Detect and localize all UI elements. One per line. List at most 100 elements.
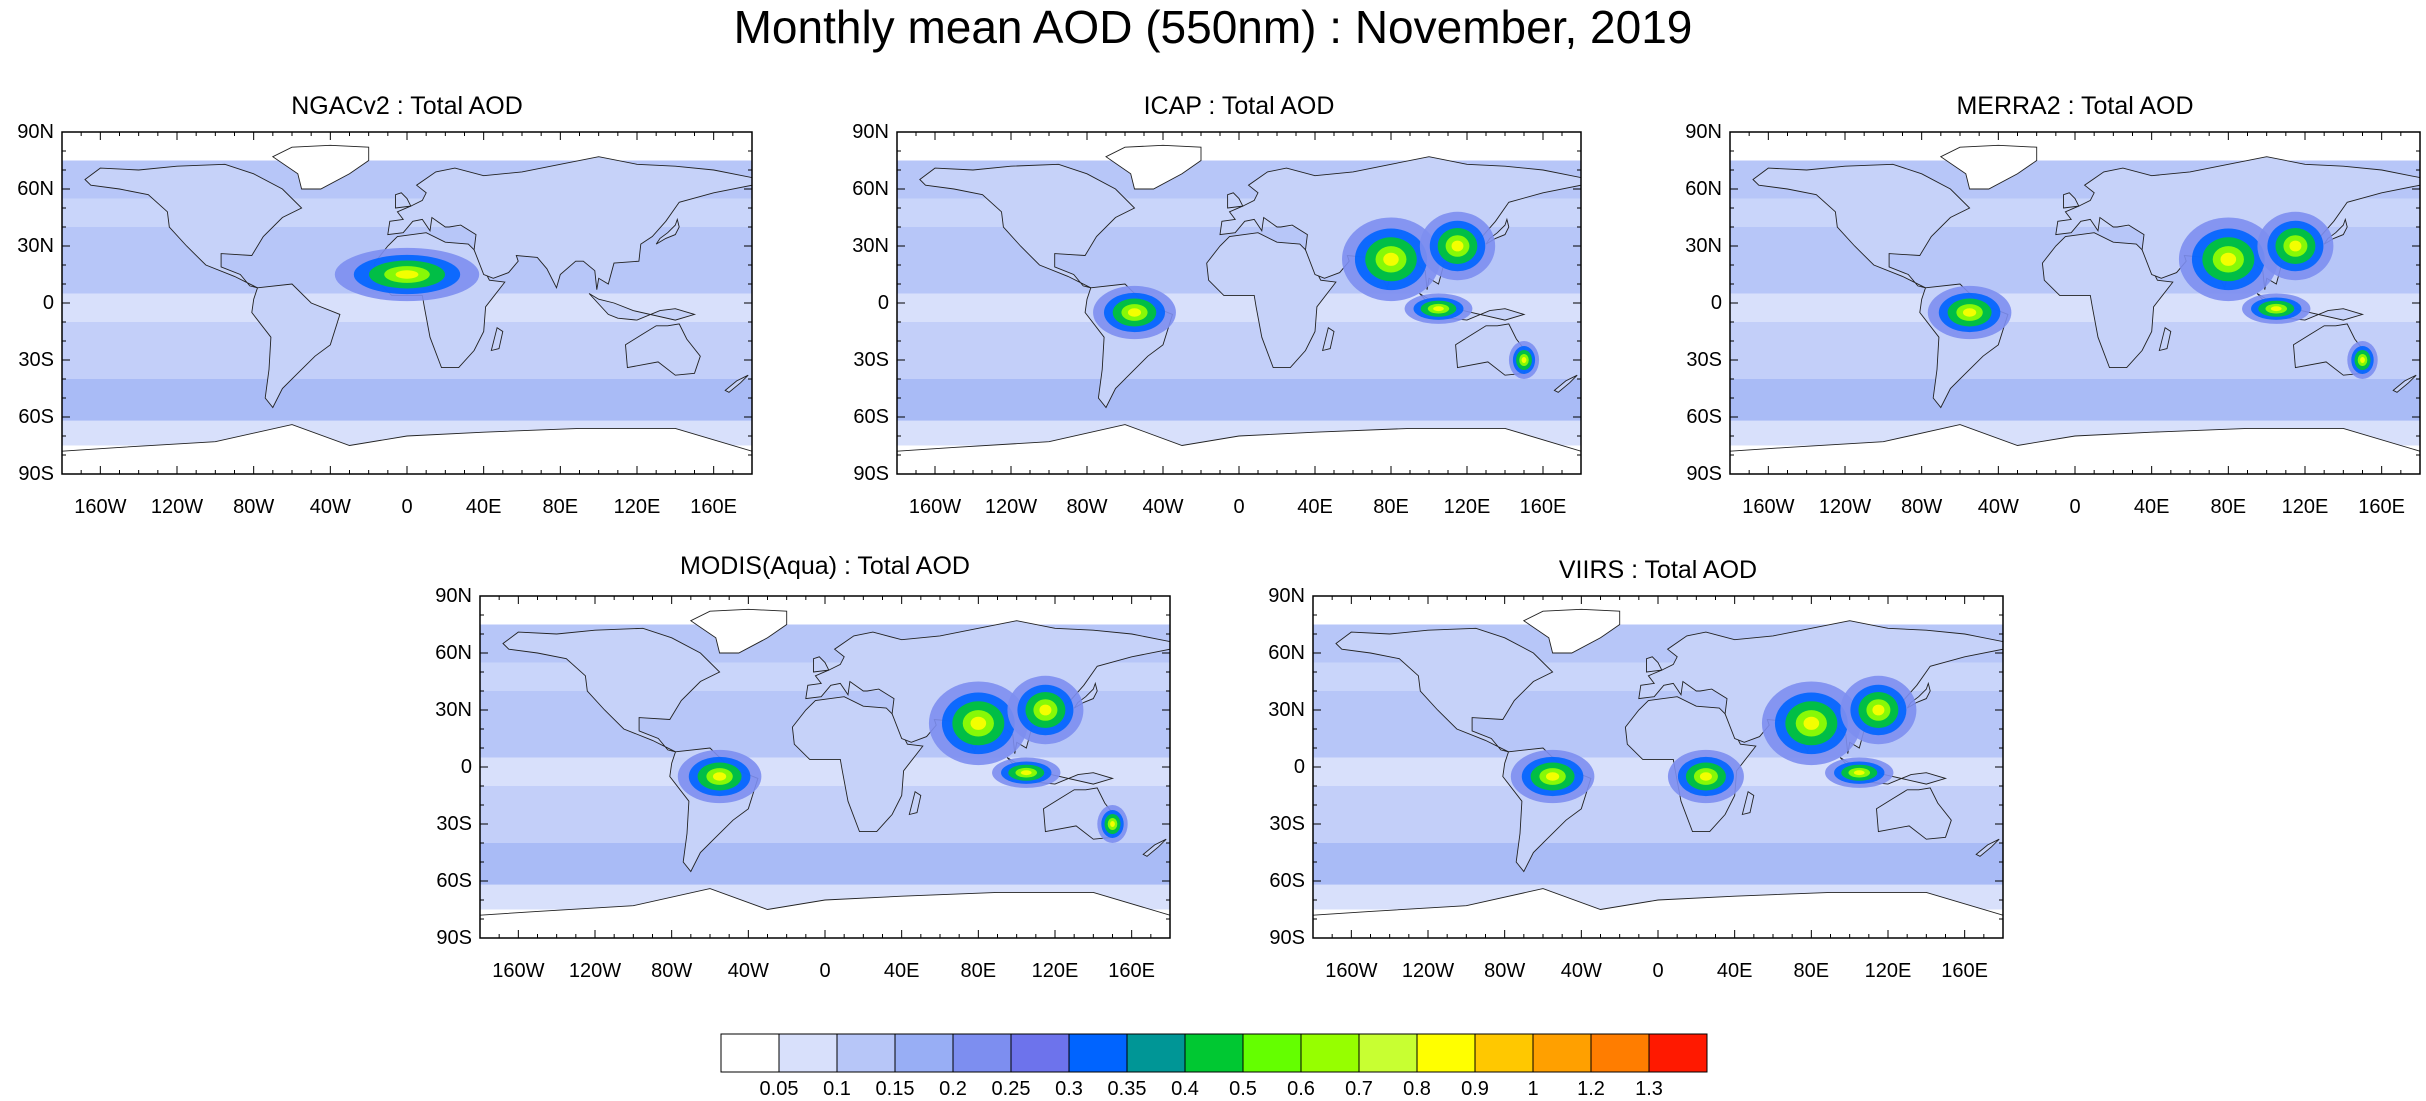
colorbar-swatch [1532,1033,1592,1073]
lon-tick-label: 40W [1142,496,1184,518]
landmass-africa [1206,232,1337,369]
lon-tick-label: 80E [1793,960,1830,982]
lat-tick-label: 90S [1686,463,1722,485]
landmass-north-america [84,163,303,289]
aod-hotspot-s-america [1962,308,1977,317]
landmass-uk [2063,192,2080,209]
lon-tick-label: 0 [2069,496,2081,518]
landmass-eurasia [387,156,753,290]
aod-band [1313,757,2003,786]
colorbar [720,1033,1708,1078]
lat-tick-label: 90N [435,585,472,607]
landmass-north-america [1335,627,1554,753]
lat-tick-label: 60N [435,642,472,664]
lat-tick-label: 60S [436,870,472,892]
map-plot [479,595,1171,939]
aod-hotspot-indonesia [2270,306,2282,312]
lon-tick-label: 80E [1373,496,1409,518]
lon-tick-label: 120E [1443,496,1491,518]
landmass-new-zealand [724,374,749,393]
colorbar-swatch [720,1033,780,1073]
lat-tick-label: 30S [436,813,472,835]
lat-tick-label: 90N [17,121,54,143]
lon-tick-label: 120W [1818,496,1872,518]
landmass-greenland [1939,144,2038,190]
lon-tick-label: 40E [1297,496,1333,518]
lat-tick-label: 90N [1685,121,1722,143]
aod-hotspot-india [2220,252,2237,266]
lon-tick-label: 0 [1233,496,1245,518]
colorbar-label: 0.7 [1345,1078,1373,1100]
landmass-australia [1876,787,1952,840]
lon-tick-label: 0 [401,496,413,518]
aod-hotspot-china [2289,240,2302,252]
lon-tick-label: 120W [984,496,1038,518]
lon-tick-label: 80W [1484,960,1526,982]
aod-hotspot-india [970,716,987,730]
panel-title: MERRA2 : Total AOD [1956,92,2194,120]
colorbar-label: 1.3 [1635,1078,1663,1100]
lon-tick-label: 160W [908,496,962,518]
colorbar-swatch [1184,1033,1244,1073]
lon-tick-label: 40E [2133,496,2170,518]
colorbar-swatch [952,1033,1012,1073]
lat-tick-label: 90N [852,121,889,143]
lon-tick-label: 160W [1325,960,1378,982]
landmass-uk [1227,192,1244,209]
colorbar-label: 0.4 [1171,1078,1199,1100]
lat-tick-label: 30N [1268,699,1305,721]
lon-tick-label: 80E [2210,496,2247,518]
landmass-africa [2041,232,2174,369]
aod-hotspot-indonesia [1020,770,1032,776]
colorbar-label: 1 [1527,1078,1539,1100]
aod-hotspot-e-australia [2360,357,2365,363]
lon-tick-label: 160E [1941,960,1989,982]
lon-tick-label: 120E [613,496,661,518]
panel-title: MODIS(Aqua) : Total AOD [680,552,970,580]
lat-tick-label: 90S [853,463,889,485]
landmass-uk [813,656,830,673]
colorbar-swatch [1068,1033,1128,1073]
lat-tick-label: 90N [1268,585,1305,607]
map-plot [1312,595,2004,939]
colorbar-swatch [778,1033,838,1073]
landmass-north-america [1752,163,1971,289]
colorbar-swatch [1358,1033,1418,1073]
colorbar-swatch [1474,1033,1534,1073]
colorbar-label: 0.5 [1229,1078,1257,1100]
landmass-south-america [251,283,341,409]
panel-title: VIIRS : Total AOD [1558,556,1758,584]
colorbar-label: 0.15 [875,1078,915,1100]
lat-tick-label: 90S [436,927,472,949]
lat-tick-label: 30S [853,349,889,371]
lat-tick-label: 30N [852,235,889,257]
landmass-australia [625,323,701,376]
landmass-uk [1646,656,1663,673]
figure-title: Monthly mean AOD (550nm) : November, 201… [733,1,1693,53]
colorbar-label: 0.9 [1461,1078,1489,1100]
lon-tick-label: 120E [1031,960,1079,982]
lon-tick-label: 80E [960,960,997,982]
landmass-greenland [1105,144,1202,190]
lat-tick-label: 0 [1293,756,1305,778]
landmass-greenland [1522,608,1621,654]
aod-hotspot-india [1803,716,1820,730]
colorbar-label: 0.25 [991,1078,1031,1100]
colorbar-swatch [1126,1033,1186,1073]
landmass-africa [791,696,924,833]
landmass-new-zealand [1975,838,2000,857]
lon-tick-label: 160E [690,496,738,518]
aod-hotspot-indonesia [1853,770,1865,776]
lat-tick-label: 30S [1269,813,1305,835]
lat-tick-label: 30N [1685,235,1722,257]
colorbar-swatch [1416,1033,1476,1073]
landmass-japan [655,217,680,245]
colorbar-swatch [1010,1033,1070,1073]
lat-tick-label: 0 [877,292,889,314]
aod-hotspot-central-africa [1699,772,1712,781]
lon-tick-label: 120W [1401,960,1455,982]
colorbar-swatch [1590,1033,1650,1073]
lat-tick-label: 0 [1710,292,1722,314]
landmass-greenland [271,144,370,190]
landmass-new-zealand [1142,838,1167,857]
